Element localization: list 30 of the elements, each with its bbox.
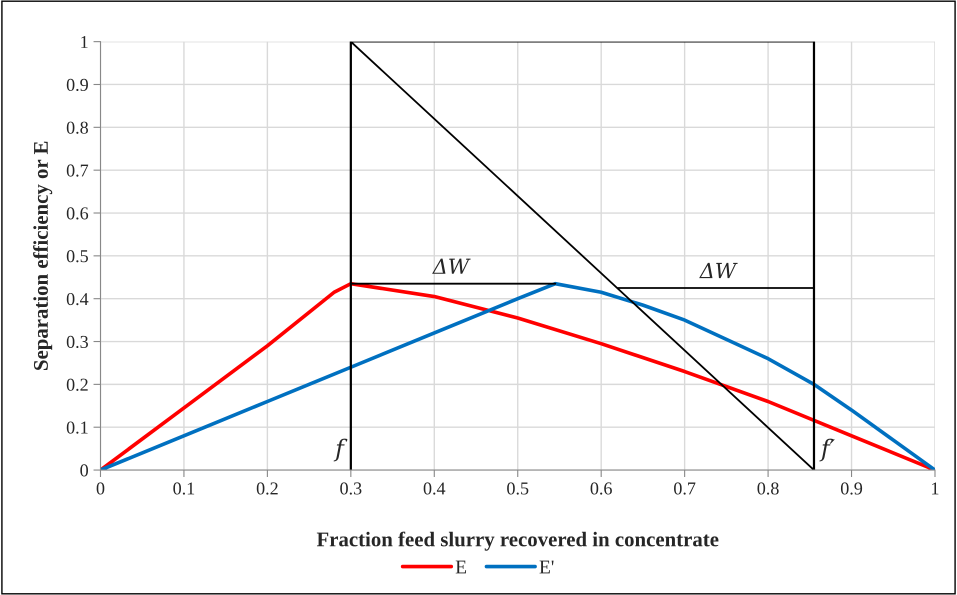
- x-tick-label: 0: [96, 482, 104, 495]
- x-tick-label: 0.6: [590, 482, 612, 495]
- y-tick-label: 1: [81, 36, 88, 48]
- x-axis-title: Fraction feed slurry recovered in concentrate: [316, 532, 718, 551]
- y-tick-label: 0.9: [66, 78, 88, 92]
- ref-line-label: f′: [819, 438, 835, 462]
- x-tick-label: 0.9: [840, 482, 862, 495]
- x-tick-label: 1: [932, 482, 938, 494]
- y-tick-label: 0.7: [66, 164, 88, 177]
- y-tick-label: 0.8: [66, 122, 88, 134]
- ref-line-label: f: [334, 438, 348, 462]
- annotation: ΔW: [699, 262, 738, 278]
- y-tick-label: 0.3: [66, 336, 88, 348]
- x-tick-label: 0.7: [674, 482, 696, 495]
- y-tick-label: 0.6: [66, 207, 88, 220]
- legend-label: E': [540, 560, 554, 574]
- y-tick-label: 0: [80, 464, 88, 476]
- legend-label: E: [456, 560, 466, 574]
- y-tick-label: 0.5: [66, 250, 88, 262]
- y-tick-label: 0.1: [66, 421, 88, 434]
- x-tick-label: 0.1: [173, 482, 194, 495]
- x-tick-label: 0.5: [507, 482, 528, 495]
- y-tick-label: 0.4: [66, 292, 88, 306]
- y-axis-title: Separation efficiency or E: [33, 142, 52, 370]
- x-tick-label: 0.8: [757, 482, 779, 495]
- annotation: ΔW: [432, 258, 471, 274]
- x-tick-label: 0.2: [256, 482, 278, 495]
- y-tick-label: 0.2: [66, 378, 88, 391]
- x-tick-label: 0.4: [424, 482, 446, 495]
- x-tick-label: 0.3: [340, 482, 362, 495]
